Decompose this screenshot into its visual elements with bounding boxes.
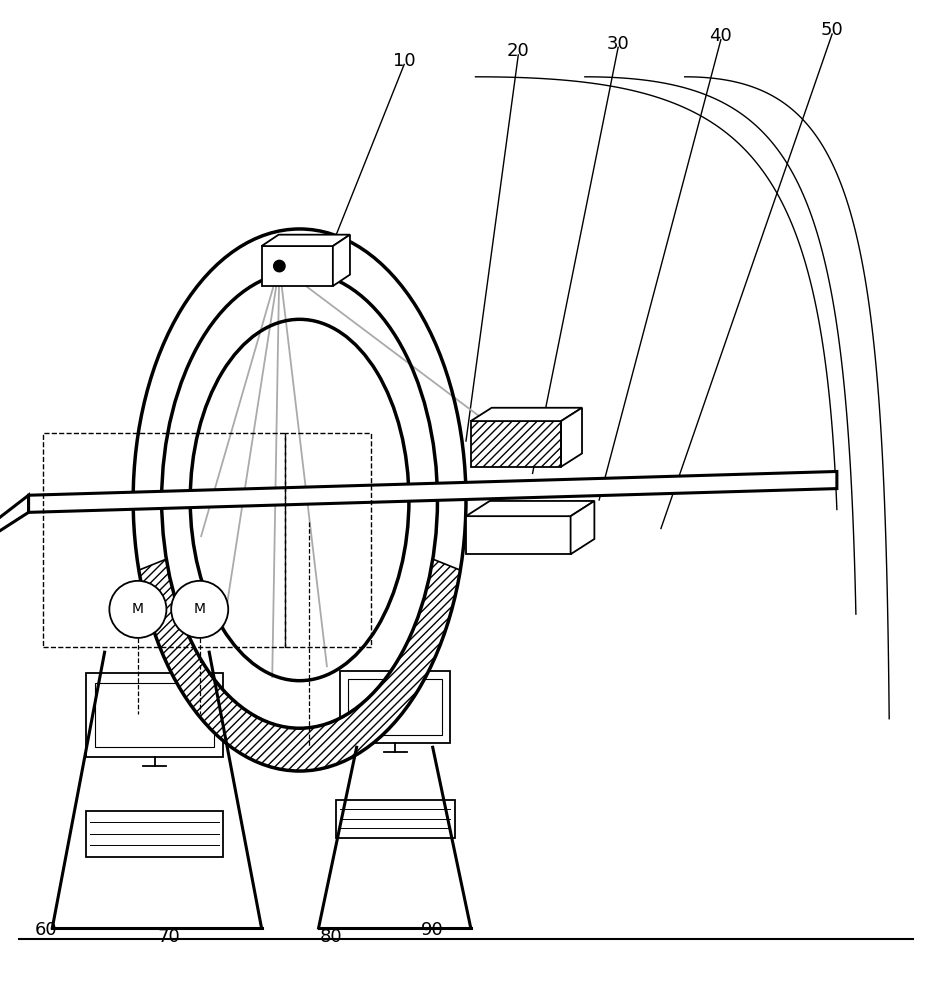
Polygon shape bbox=[471, 408, 582, 421]
Polygon shape bbox=[471, 421, 561, 467]
Polygon shape bbox=[95, 683, 214, 747]
Text: 20: 20 bbox=[507, 42, 530, 60]
Polygon shape bbox=[86, 673, 223, 757]
Text: M: M bbox=[132, 602, 144, 616]
Text: 50: 50 bbox=[821, 21, 844, 39]
Polygon shape bbox=[571, 501, 594, 554]
Polygon shape bbox=[262, 235, 350, 246]
Circle shape bbox=[171, 581, 228, 638]
Text: 70: 70 bbox=[158, 928, 181, 946]
Polygon shape bbox=[561, 408, 582, 467]
Polygon shape bbox=[262, 246, 333, 286]
Circle shape bbox=[274, 260, 285, 272]
Text: 10: 10 bbox=[393, 52, 416, 70]
Text: 90: 90 bbox=[421, 921, 444, 939]
Polygon shape bbox=[29, 471, 837, 512]
Polygon shape bbox=[0, 495, 29, 555]
Polygon shape bbox=[139, 559, 460, 771]
Text: 40: 40 bbox=[709, 27, 732, 45]
Polygon shape bbox=[348, 679, 442, 735]
Polygon shape bbox=[340, 671, 450, 743]
Polygon shape bbox=[466, 501, 594, 516]
Polygon shape bbox=[86, 811, 223, 857]
Circle shape bbox=[109, 581, 166, 638]
Text: 80: 80 bbox=[320, 928, 342, 946]
Text: 60: 60 bbox=[34, 921, 57, 939]
Text: 30: 30 bbox=[607, 35, 630, 53]
Polygon shape bbox=[336, 800, 455, 838]
Polygon shape bbox=[333, 235, 350, 286]
Text: M: M bbox=[194, 602, 205, 616]
Polygon shape bbox=[466, 516, 571, 554]
